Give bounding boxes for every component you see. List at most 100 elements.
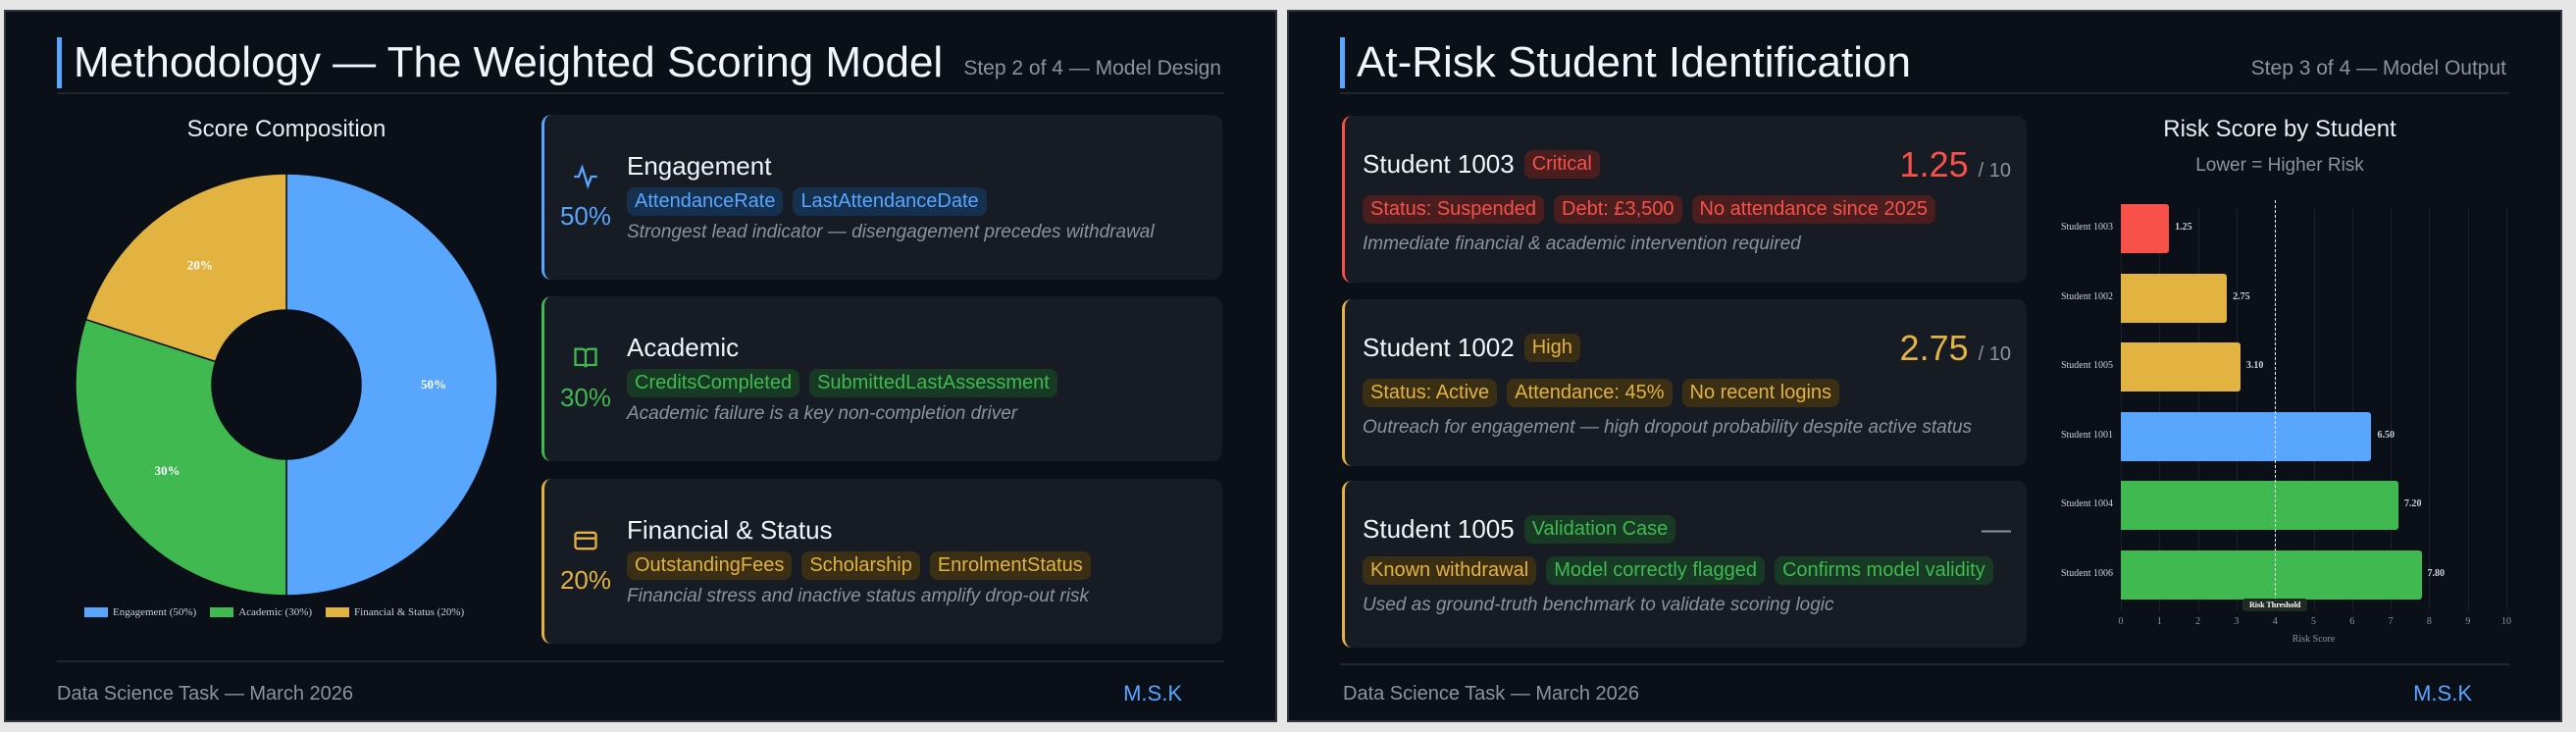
card-description: Financial stress and inactive status amp…: [627, 586, 1089, 606]
divider: [1340, 663, 2509, 665]
card-header: Student 1003 Critical 1.25 / 10: [1363, 144, 2011, 185]
y-tick-label: Student 1005: [2060, 360, 2113, 371]
risk-badge: Critical: [1523, 150, 1600, 179]
bar-student-1001[interactable]: [2121, 411, 2372, 461]
divider: [57, 92, 1224, 94]
card-header: Student 1002 High 2.75 / 10: [1363, 328, 2011, 369]
bar-student-1002[interactable]: [2121, 273, 2228, 323]
risk-factor-tags: Status: Suspended Debt: £3,500 No attendan…: [1363, 194, 2011, 224]
risk-factor-tag: No attendance since 2025: [1691, 194, 1935, 224]
risk-factor-tag: Model correctly flagged: [1546, 555, 1765, 585]
score-value: 1.25: [1899, 143, 1969, 184]
card-description: Academic failure is a key non-completion…: [627, 403, 1018, 424]
feature-tags: AttendanceRate LastAttendanceDate: [627, 187, 1155, 216]
legend-item[interactable]: Financial & Status (20%): [326, 606, 464, 618]
step-indicator: Step 2 of 4 — Model Design: [963, 57, 1221, 79]
feature-tag: EnrolmentStatus: [929, 551, 1091, 580]
card-body: Academic CreditsCompleted SubmittedLastAss…: [627, 333, 1057, 425]
page-title: At-Risk Student Identification: [1340, 37, 1911, 88]
legend-swatch: [210, 607, 234, 617]
footer-text: Data Science Task — March 2026: [1343, 683, 1640, 705]
feature-tag: CreditsCompleted: [627, 369, 800, 397]
legend-item[interactable]: Engagement (50%): [84, 606, 196, 618]
bar-value-label: 7.80: [2427, 567, 2446, 579]
risk-factor-tag: Debt: £3,500: [1554, 194, 1682, 224]
feature-tag: AttendanceRate: [627, 187, 784, 216]
grid-line: [2351, 208, 2353, 610]
bar-value-label: 7.20: [2403, 498, 2422, 509]
bar-student-1004[interactable]: [2121, 481, 2398, 530]
divider: [1340, 92, 2509, 94]
card-description: Used as ground-truth benchmark to valida…: [1363, 594, 1834, 615]
x-tick-label: 2: [2195, 616, 2201, 627]
card-description: Strongest lead indicator — disengagement…: [627, 222, 1155, 242]
x-tick-label: 9: [2465, 616, 2471, 627]
bar-student-1003[interactable]: [2121, 204, 2170, 253]
grid-line: [2467, 208, 2469, 610]
score-max: / 10: [1978, 159, 2011, 182]
grid-line: [2121, 208, 2122, 610]
grid-line: [2506, 208, 2507, 610]
step-indicator: Step 3 of 4 — Model Output: [2250, 57, 2506, 79]
bar-value-label: 6.50: [2377, 429, 2395, 441]
x-tick-label: 6: [2349, 616, 2355, 627]
x-tick-label: 1: [2156, 616, 2162, 627]
bar-value-label: 1.25: [2175, 222, 2192, 233]
risk-factor-tag: Attendance: 45%: [1507, 378, 1673, 407]
grid-line: [2429, 208, 2431, 610]
student-card-1003[interactable]: Student 1003 Critical 1.25 / 10 Status: Sus…: [1342, 116, 2027, 283]
feature-tag: LastAttendanceDate: [793, 187, 987, 216]
risk-factor-tag: Confirms model validity: [1774, 555, 1993, 585]
page-title: Methodology — The Weighted Scoring Model: [57, 37, 943, 88]
weight-column: 50%: [544, 163, 627, 232]
score-max: / 10: [1978, 342, 2011, 365]
risk-factor-tag: Status: Suspended: [1363, 194, 1545, 224]
card-header: Student 1005 Validation Case —: [1363, 513, 2011, 547]
card-body: Engagement AttendanceRate LastAttendanceDa…: [627, 151, 1155, 243]
chart-subtitle: Lower = Higher Risk: [2195, 155, 2364, 176]
x-tick-label: 4: [2272, 616, 2278, 627]
y-tick-label: Student 1001: [2060, 429, 2113, 441]
card-title: Academic: [627, 333, 740, 362]
brand-mark: M.S.K: [2413, 681, 2472, 706]
bar-chart: 0 1 2 3 4 5 6 7 8 9 10 Risk Score Student 1003 1.25 St…: [1289, 12, 2564, 699]
feature-tag: OutstandingFees: [627, 551, 793, 580]
footer-text: Data Science Task — March 2026: [57, 683, 354, 705]
divider: [57, 660, 1224, 662]
card-title: Financial & Status: [627, 515, 833, 545]
risk-badge: High: [1523, 334, 1580, 362]
bar-student-1006[interactable]: [2121, 549, 2422, 600]
y-tick-label: Student 1006: [2060, 567, 2113, 579]
risk-factor-tag: Status: Active: [1363, 378, 1498, 407]
threshold-line: [2275, 200, 2277, 610]
grid-line: [2197, 208, 2199, 610]
legend-item[interactable]: Academic (30%): [210, 606, 312, 618]
grid-line: [2391, 208, 2393, 610]
risk-score: —: [1982, 513, 2011, 547]
student-card-1005[interactable]: Student 1005 Validation Case — Known withdr…: [1342, 481, 2027, 648]
chart-title: Risk Score by Student: [2163, 116, 2396, 142]
bar-student-1005[interactable]: [2121, 342, 2241, 392]
slice-label: 20%: [187, 258, 213, 273]
x-tick-label: 7: [2388, 616, 2394, 627]
card-title: Engagement: [627, 151, 772, 181]
grid-line: [2236, 208, 2238, 610]
y-tick-label: Student 1004: [2060, 498, 2113, 509]
slide-methodology: Methodology — The Weighted Scoring Model…: [4, 10, 1277, 722]
score-value: —: [1982, 512, 2011, 546]
legend-swatch: [84, 607, 108, 617]
brand-mark: M.S.K: [1123, 681, 1182, 706]
risk-factor-tag: No recent logins: [1681, 378, 1840, 407]
student-name: Student 1005: [1363, 514, 1515, 544]
y-tick-label: Student 1002: [2060, 290, 2113, 302]
legend-label: Academic (30%): [238, 606, 313, 618]
legend-swatch: [326, 607, 350, 617]
weight-percent: 50%: [559, 201, 612, 231]
weight-column: 30%: [544, 344, 627, 413]
score-value: 2.75: [1899, 327, 1969, 368]
x-tick-label: 0: [2118, 616, 2124, 627]
legend-label: Engagement (50%): [113, 606, 197, 618]
feature-tags: CreditsCompleted SubmittedLastAssessment: [627, 369, 1057, 397]
x-tick-label: 8: [2426, 616, 2432, 627]
student-card-1002[interactable]: Student 1002 High 2.75 / 10 Status: Active A…: [1342, 299, 2027, 466]
